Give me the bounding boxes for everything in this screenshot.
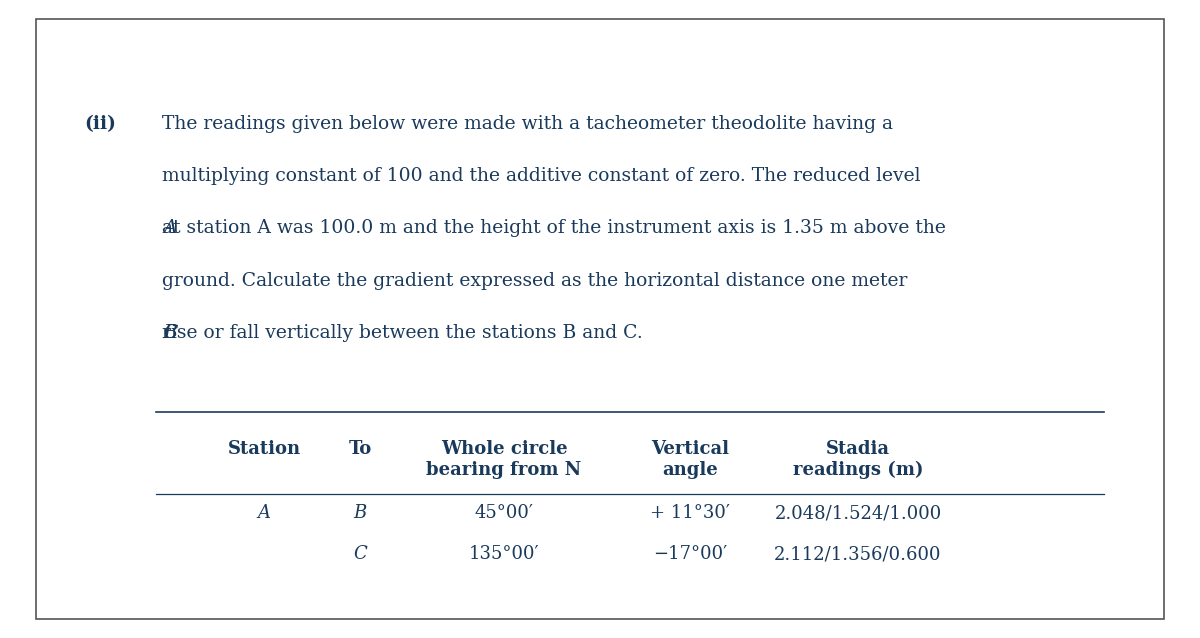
Text: at station A was 100.0 m and the height of the instrument axis is 1.35 m above t: at station A was 100.0 m and the height …: [162, 219, 946, 237]
Text: Station: Station: [228, 440, 300, 458]
Text: Stadia
readings (m): Stadia readings (m): [793, 440, 923, 479]
Text: B: B: [353, 504, 367, 522]
Text: A: A: [163, 219, 176, 237]
Text: Vertical
angle: Vertical angle: [650, 440, 730, 479]
Text: −17°00′: −17°00′: [653, 545, 727, 563]
Text: rise or fall vertically between the stations B and C.: rise or fall vertically between the stat…: [162, 324, 643, 342]
Text: + 11°30′: + 11°30′: [650, 504, 730, 522]
Text: (ii): (ii): [84, 115, 116, 133]
Text: ground. Calculate the gradient expressed as the horizontal distance one meter: ground. Calculate the gradient expressed…: [162, 272, 907, 290]
Text: Whole circle
bearing from N: Whole circle bearing from N: [426, 440, 582, 479]
Text: 2.112/1.356/0.600: 2.112/1.356/0.600: [774, 545, 942, 563]
Text: To: To: [348, 440, 372, 458]
Text: B: B: [163, 324, 178, 342]
Text: multiplying constant of 100 and the additive constant of zero. The reduced level: multiplying constant of 100 and the addi…: [162, 167, 920, 185]
Text: The readings given below were made with a tacheometer theodolite having a: The readings given below were made with …: [162, 115, 893, 133]
FancyBboxPatch shape: [36, 19, 1164, 619]
Text: A: A: [258, 504, 270, 522]
Text: C: C: [353, 545, 367, 563]
Text: 135°00′: 135°00′: [469, 545, 539, 563]
Text: C: C: [163, 324, 178, 342]
Text: 2.048/1.524/1.000: 2.048/1.524/1.000: [774, 504, 942, 522]
Text: 45°00′: 45°00′: [474, 504, 534, 522]
